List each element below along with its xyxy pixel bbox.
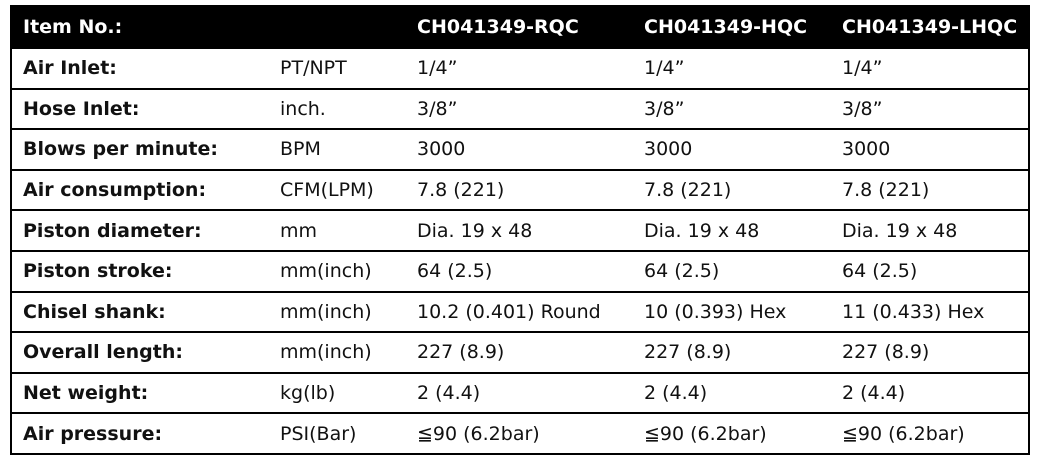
row-label: Blows per minute: <box>11 128 269 170</box>
value: 227 (8.9) <box>406 331 633 373</box>
value: 10.2 (0.401) Round <box>406 290 633 333</box>
unit: inch. <box>269 87 406 130</box>
value: 1/4” <box>633 47 831 89</box>
value: 7.8 (221) <box>633 168 831 211</box>
spec-row: Piston stroke: mm(inch) 64 (2.5) 64 (2.5) 64… <box>11 249 1029 292</box>
spec-row: Chisel shank: mm(inch) 10.2 (0.401) Round 1… <box>11 290 1029 333</box>
row-label: Hose Inlet: <box>11 87 269 130</box>
value: 3/8” <box>633 87 831 130</box>
row-label: Piston stroke: <box>11 249 269 292</box>
unit: BPM <box>269 128 406 170</box>
unit: PSI(Bar) <box>269 412 406 454</box>
unit: kg(lb) <box>269 371 406 414</box>
spec-row: Air Inlet: PT/NPT 1/4” 1/4” 1/4” <box>11 47 1029 89</box>
value: 11 (0.433) Hex <box>831 290 1029 333</box>
spec-row: Net weight: kg(lb) 2 (4.4) 2 (4.4) 2 (4.4) <box>11 371 1029 414</box>
value: 227 (8.9) <box>633 331 831 373</box>
spec-row: Piston diameter: mm Dia. 19 x 48 Dia. 19 x … <box>11 209 1029 251</box>
row-label: Air Inlet: <box>11 47 269 89</box>
spec-row: Air consumption: CFM(LPM) 7.8 (221) 7.8 (22… <box>11 168 1029 211</box>
row-label: Air pressure: <box>11 412 269 454</box>
header-blank <box>269 6 406 48</box>
row-label: Net weight: <box>11 371 269 414</box>
unit: mm(inch) <box>269 249 406 292</box>
model: CH041349-LHQC <box>831 6 1029 48</box>
value: 2 (4.4) <box>406 371 633 414</box>
value: 1/4” <box>831 47 1029 89</box>
table-body: Item No.: CH041349-RQC CH041349-HQC CH04… <box>11 6 1029 454</box>
unit: mm(inch) <box>269 290 406 333</box>
value: ≦90 (6.2bar) <box>406 412 633 454</box>
value: 3000 <box>406 128 633 170</box>
value: 7.8 (221) <box>831 168 1029 211</box>
value: 3/8” <box>831 87 1029 130</box>
spec-table: Item No.: CH041349-RQC CH041349-HQC CH04… <box>10 5 1030 455</box>
row-label: Air consumption: <box>11 168 269 211</box>
spec-row: Hose Inlet: inch. 3/8” 3/8” 3/8” <box>11 87 1029 130</box>
unit: mm(inch) <box>269 331 406 373</box>
value: 3/8” <box>406 87 633 130</box>
value: 10 (0.393) Hex <box>633 290 831 333</box>
value: Dia. 19 x 48 <box>406 209 633 251</box>
model: CH041349-HQC <box>633 6 831 48</box>
value: ≦90 (6.2bar) <box>831 412 1029 454</box>
row-label: Chisel shank: <box>11 290 269 333</box>
value: 64 (2.5) <box>406 249 633 292</box>
value: Dia. 19 x 48 <box>633 209 831 251</box>
value: ≦90 (6.2bar) <box>633 412 831 454</box>
value: 7.8 (221) <box>406 168 633 211</box>
value: Dia. 19 x 48 <box>831 209 1029 251</box>
spec-row: Overall length: mm(inch) 227 (8.9) 227 (8.9… <box>11 331 1029 373</box>
header-label: Item No.: <box>11 6 269 48</box>
spec-row: Air pressure: PSI(Bar) ≦90 (6.2bar) ≦90 (6.… <box>11 412 1029 454</box>
model: CH041349-RQC <box>406 6 633 48</box>
value: 3000 <box>831 128 1029 170</box>
spec-row: Blows per minute: BPM 3000 3000 3000 <box>11 128 1029 170</box>
row-label: Piston diameter: <box>11 209 269 251</box>
unit: mm <box>269 209 406 251</box>
unit: CFM(LPM) <box>269 168 406 211</box>
unit: PT/NPT <box>269 47 406 89</box>
value: 64 (2.5) <box>831 249 1029 292</box>
header-row: Item No.: CH041349-RQC CH041349-HQC CH04… <box>11 6 1029 48</box>
row-label: Overall length: <box>11 331 269 373</box>
value: 1/4” <box>406 47 633 89</box>
value: 227 (8.9) <box>831 331 1029 373</box>
value: 64 (2.5) <box>633 249 831 292</box>
value: 2 (4.4) <box>831 371 1029 414</box>
value: 3000 <box>633 128 831 170</box>
value: 2 (4.4) <box>633 371 831 414</box>
